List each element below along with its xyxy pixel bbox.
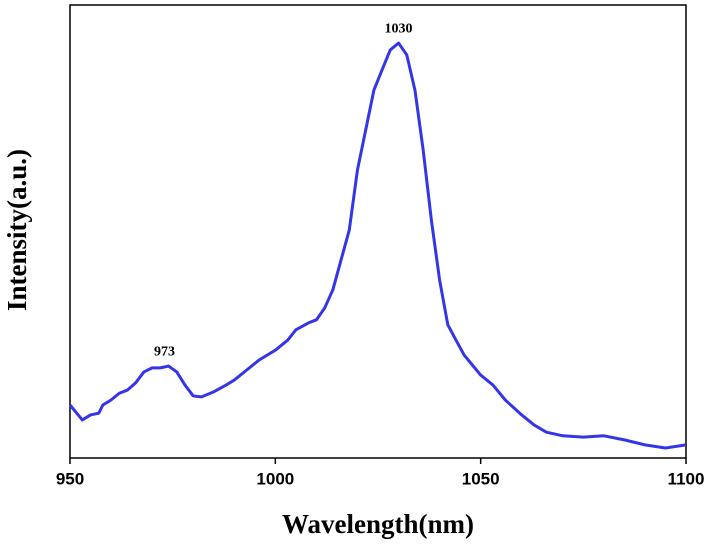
series-line [68,41,687,450]
y-axis-label: Intensity(a.u.) [2,149,32,311]
x-tick-label: 950 [56,469,84,488]
plot-frame [69,4,687,459]
x-tick-label: 1100 [668,469,705,488]
x-tick-label: 1000 [256,469,294,488]
x-tick-label: 1050 [462,469,500,488]
x-axis-label: Wavelength(nm) [282,509,474,539]
peak-annotation: 973 [154,344,175,359]
peak-annotation: 1030 [385,21,413,36]
